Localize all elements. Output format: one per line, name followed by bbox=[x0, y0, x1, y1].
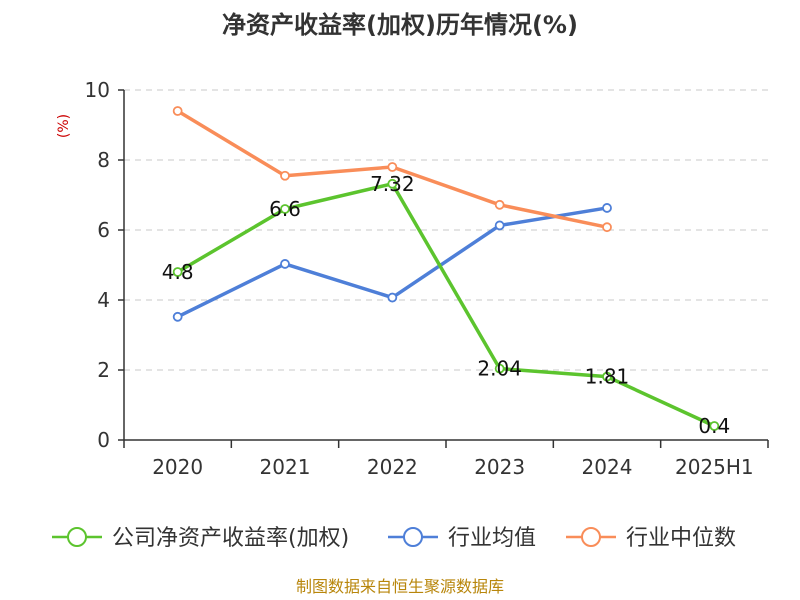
data-point bbox=[172, 106, 183, 116]
chart-title: 净资产收益率(加权)历年情况(%) bbox=[222, 11, 578, 39]
data-label: 7.32 bbox=[370, 172, 415, 196]
x-tick-label: 2023 bbox=[474, 455, 525, 479]
data-point bbox=[172, 267, 183, 277]
legend: 公司净资产收益率(加权) 行业均值 行业中位数 bbox=[52, 526, 736, 551]
x-tick-label: 2025H1 bbox=[675, 455, 754, 479]
data-point bbox=[602, 222, 612, 233]
y-tick-label: 4 bbox=[97, 288, 110, 312]
y-tick-label: 6 bbox=[97, 218, 110, 242]
gridlines bbox=[124, 89, 768, 371]
legend-marker bbox=[581, 527, 601, 547]
data-point bbox=[387, 178, 398, 189]
legend-marker bbox=[67, 527, 87, 547]
x-tick-label: 2020 bbox=[152, 455, 203, 479]
series-line bbox=[175, 182, 717, 428]
data-label: 2.04 bbox=[477, 357, 522, 381]
legend-label: 行业均值 bbox=[448, 526, 536, 551]
data-point bbox=[172, 311, 183, 322]
data-point bbox=[494, 363, 505, 374]
data-point bbox=[280, 170, 290, 181]
data-label: 0.4 bbox=[698, 414, 730, 438]
source-note: 制图数据来自恒生聚源数据库 bbox=[296, 577, 504, 596]
data-point bbox=[709, 421, 720, 431]
legend-marker bbox=[403, 527, 423, 547]
data-point bbox=[602, 371, 612, 382]
y-tick-label: 10 bbox=[85, 78, 110, 102]
data-label: 6.6 bbox=[269, 197, 301, 221]
data-point bbox=[280, 204, 290, 214]
data-point bbox=[602, 203, 612, 213]
legend-label: 行业中位数 bbox=[626, 526, 736, 551]
legend-label: 公司净资产收益率(加权) bbox=[112, 526, 349, 551]
y-tick-label: 0 bbox=[97, 428, 110, 452]
data-point bbox=[494, 220, 505, 231]
data-point bbox=[280, 259, 290, 269]
y-axis-label: (%) bbox=[56, 114, 72, 138]
data-labels: 4.8 6.6 7.32 2.04 1.81 0.4 bbox=[162, 172, 730, 438]
x-tick-label: 2021 bbox=[260, 455, 311, 479]
x-tick-label: 2022 bbox=[367, 455, 418, 479]
y-tick-label: 2 bbox=[97, 358, 110, 382]
y-tick-label: 8 bbox=[97, 148, 110, 172]
x-tick-label: 2024 bbox=[582, 455, 633, 479]
data-label: 4.8 bbox=[162, 260, 194, 284]
axes: 0 2 4 6 8 10 2020 2021 2022 2023 2024 2025H1 bbox=[85, 78, 769, 479]
data-point bbox=[387, 162, 398, 172]
series-layer bbox=[172, 106, 720, 431]
data-point bbox=[387, 292, 398, 303]
data-point bbox=[494, 199, 505, 210]
data-label: 1.81 bbox=[585, 365, 630, 389]
